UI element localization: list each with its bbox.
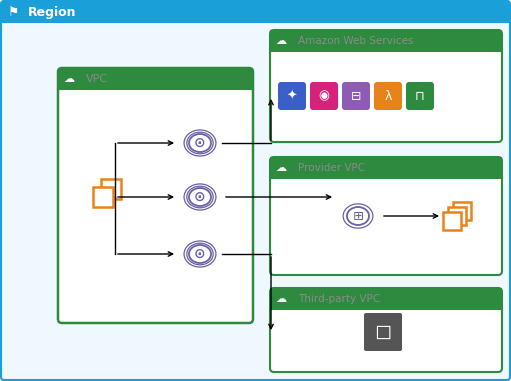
Bar	[270, 288, 502, 310]
FancyBboxPatch shape	[270, 288, 502, 372]
Ellipse shape	[189, 188, 211, 206]
Text: Provider VPC: Provider VPC	[298, 163, 365, 173]
Ellipse shape	[189, 245, 211, 263]
FancyBboxPatch shape	[270, 30, 502, 142]
Text: ☁: ☁	[63, 74, 75, 84]
Bar	[453, 202, 471, 220]
Bar	[58, 68, 80, 90]
Text: ◻: ◻	[375, 322, 392, 342]
Text: ◉: ◉	[318, 90, 330, 102]
Bar	[1, 1, 510, 23]
Bar	[58, 68, 253, 90]
Text: ⊙: ⊙	[194, 247, 206, 261]
FancyBboxPatch shape	[310, 82, 338, 110]
Bar	[93, 187, 113, 207]
Text: λ: λ	[384, 90, 392, 102]
Bar	[270, 288, 292, 310]
Text: ⊓: ⊓	[415, 90, 425, 102]
Bar	[448, 207, 466, 225]
FancyBboxPatch shape	[58, 68, 253, 323]
Bar	[270, 157, 502, 179]
Text: ⚑: ⚑	[8, 5, 19, 19]
Text: Amazon Web Services: Amazon Web Services	[298, 36, 413, 46]
Bar	[270, 30, 502, 52]
Text: ⊙: ⊙	[194, 190, 206, 204]
FancyBboxPatch shape	[342, 82, 370, 110]
Text: ✦: ✦	[287, 90, 297, 102]
Text: ⊞: ⊞	[353, 210, 363, 223]
Text: ⊙: ⊙	[194, 136, 206, 150]
FancyBboxPatch shape	[278, 82, 306, 110]
Text: ⊟: ⊟	[351, 90, 361, 102]
Ellipse shape	[347, 207, 369, 225]
Ellipse shape	[189, 134, 211, 152]
FancyBboxPatch shape	[374, 82, 402, 110]
Bar	[270, 157, 292, 179]
Bar	[101, 179, 121, 199]
FancyBboxPatch shape	[364, 313, 402, 351]
Text: ☁: ☁	[275, 163, 287, 173]
Text: VPC: VPC	[86, 74, 108, 84]
Bar	[443, 212, 461, 230]
FancyBboxPatch shape	[270, 157, 502, 275]
Bar	[270, 30, 292, 52]
Text: Region: Region	[28, 5, 77, 19]
Text: ☁: ☁	[275, 294, 287, 304]
Text: ☁: ☁	[275, 36, 287, 46]
FancyBboxPatch shape	[406, 82, 434, 110]
Text: Third-party VPC: Third-party VPC	[298, 294, 380, 304]
